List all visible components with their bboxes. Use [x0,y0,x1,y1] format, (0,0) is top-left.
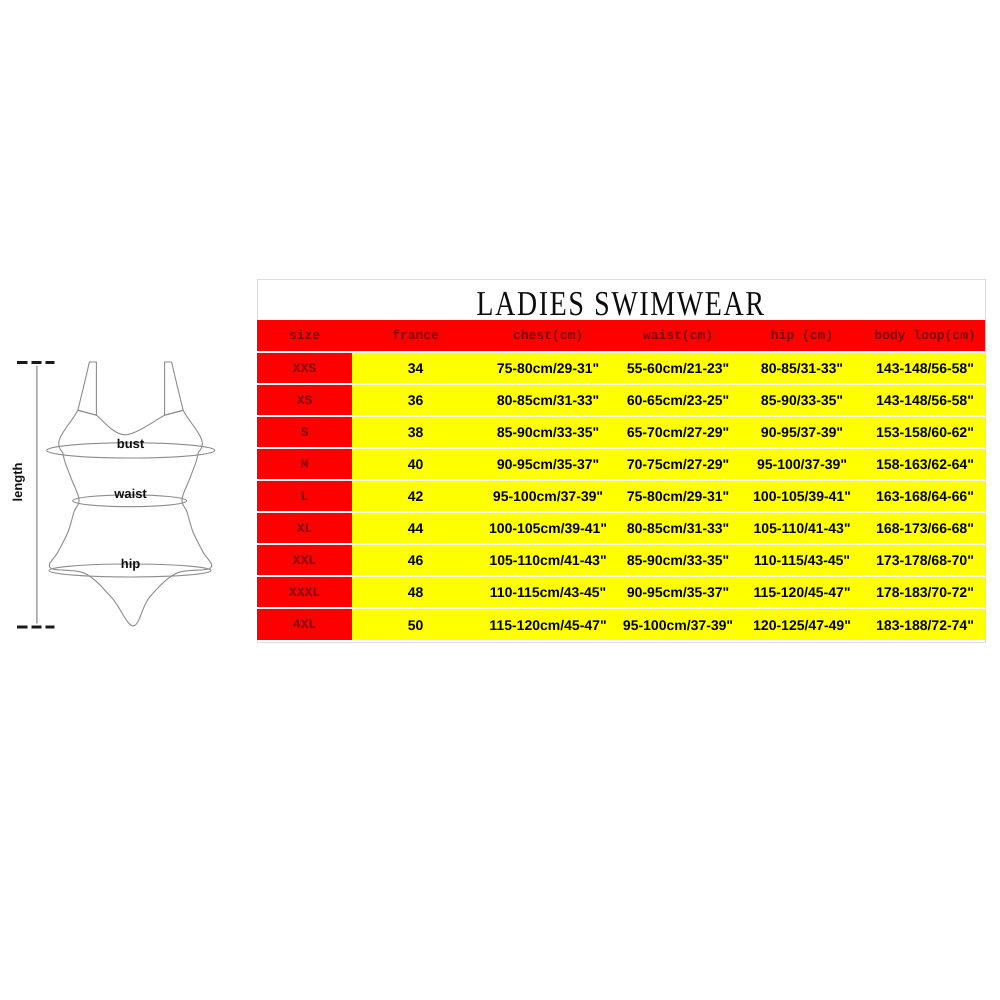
svg-text:waist: waist [113,486,147,501]
svg-text:length: length [10,462,25,501]
svg-text:hip: hip [121,556,141,571]
svg-text:bust: bust [117,436,145,451]
